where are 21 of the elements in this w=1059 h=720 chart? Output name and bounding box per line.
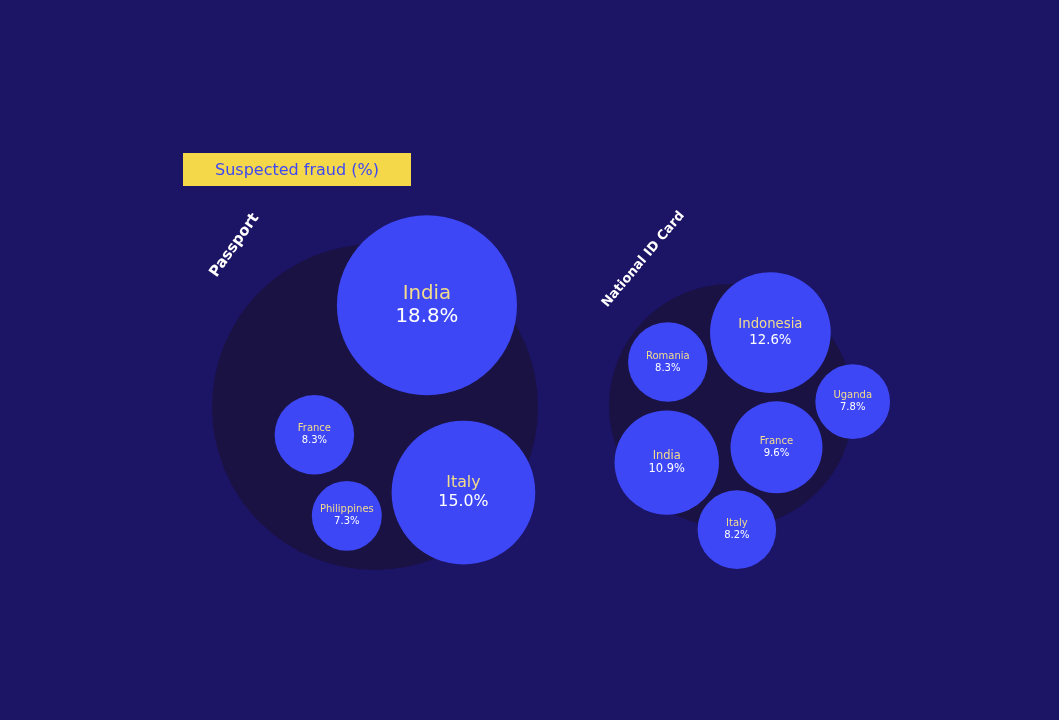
data-label: 12.6% xyxy=(749,331,792,347)
data-label: 8.3% xyxy=(301,434,328,446)
category-label: France xyxy=(297,422,331,434)
category-label: France xyxy=(759,434,794,446)
data-label: 8.2% xyxy=(724,529,750,541)
category-label: Uganda xyxy=(833,389,872,401)
data-label: 9.6% xyxy=(763,447,790,459)
data-label: 10.9% xyxy=(648,461,686,476)
data-label: 7.8% xyxy=(840,401,866,413)
data-label: 18.8% xyxy=(395,304,459,328)
data-label: 8.3% xyxy=(655,361,681,373)
category-label: Philippines xyxy=(319,503,374,515)
text: Suspected fraud (%) xyxy=(183,153,411,186)
category-label: Indonesia xyxy=(738,316,803,332)
data-label: 7.3% xyxy=(334,515,360,527)
category-label: India xyxy=(402,280,452,304)
category-label: Romania xyxy=(645,349,690,361)
category-label: Italy xyxy=(726,517,748,529)
data-label: 15.0% xyxy=(438,491,489,511)
category-label: India xyxy=(652,447,681,462)
category-label: Italy xyxy=(446,472,481,492)
